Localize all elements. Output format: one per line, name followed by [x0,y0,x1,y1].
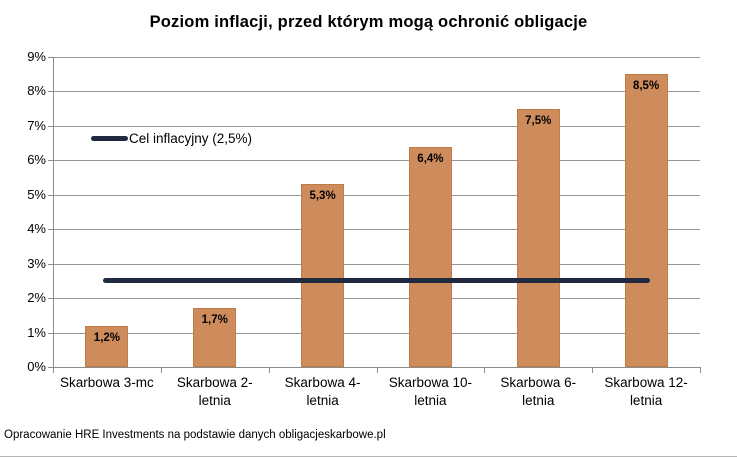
x-axis-tick [700,368,701,373]
bar: 1,7% [193,308,237,367]
y-axis-tick [48,367,53,368]
target-inflation-line [102,278,651,284]
y-axis-tick [48,263,53,265]
x-axis-tick [160,368,162,373]
x-axis-label: Skarbowa 6- letnia [480,374,596,410]
x-axis-label-line: letnia [522,393,555,408]
y-axis-label: 5% [27,186,46,202]
bar-value-label: 1,2% [93,331,121,344]
y-axis-tick [48,125,53,127]
y-axis-label: 1% [27,324,46,340]
x-axis-label: Skarbowa 2- letnia [157,374,273,410]
x-axis-tick [592,368,594,373]
y-axis-tick [48,298,53,300]
chart-title: Poziom inflacji, przed którym mogą ochro… [149,13,588,31]
bar-value-label: 8,5% [632,80,660,93]
legend-label: Cel inflacyjny (2,5%) [129,130,253,146]
x-axis-tick [268,368,270,373]
y-axis-tick [48,91,53,93]
legend: Cel inflacyjny (2,5%) [91,129,252,147]
x-axis-label: Skarbowa 10- letnia [372,374,488,410]
y-axis-label: 9% [27,49,46,64]
bar-value-label: 6,4% [417,152,444,165]
y-axis-tick [48,332,53,334]
x-axis-tick [484,368,486,373]
x-axis-label-line: Skarbowa 10- [388,375,473,390]
x-axis-label-line: letnia [306,393,339,408]
x-axis-tick [53,368,54,373]
bar-value-label: 1,7% [201,314,228,327]
gridline [53,298,700,300]
y-axis-label: 4% [27,221,46,237]
y-axis-label: 7% [27,117,46,133]
y-axis-label: 0% [27,359,46,374]
gridline [53,160,700,162]
x-axis-tick [376,368,378,373]
bar-value-label: 7,5% [525,114,552,127]
x-axis-label-line: Skarbowa 4- [284,375,361,390]
gridline [53,125,700,127]
gridline [53,263,700,265]
source-note: Opracowanie HRE Investments na podstawie… [4,429,386,441]
bar: 1,2% [85,325,129,367]
bar: 6,4% [408,146,452,367]
x-axis-label: Skarbowa 12- letnia [588,374,704,410]
bar: 5,3% [301,184,345,367]
y-axis-label: 8% [27,83,46,99]
y-axis-tick [48,229,53,231]
y-axis-label: 6% [27,152,46,168]
gridline [53,194,700,196]
bar: 8,5% [624,74,668,367]
bar: 7,5% [516,108,560,367]
legend-line-sample-icon [91,135,128,141]
x-axis-label: Skarbowa 4- letnia [265,374,381,410]
y-axis-tick [48,57,53,58]
x-axis-label-line: Skarbowa 2- [176,375,253,390]
y-axis-line [53,57,54,367]
gridline [53,91,700,93]
y-axis-tick [48,160,53,162]
x-axis-line [53,367,701,368]
y-axis-label: 3% [27,255,46,271]
x-axis-label-line: Skarbowa 6- [500,375,577,390]
gridline [53,332,700,334]
y-axis-label: 2% [27,290,46,306]
x-axis-label-line: Skarbowa 3-mc [60,375,154,390]
gridline [53,57,700,58]
x-axis-label-line: letnia [198,393,231,408]
x-axis-label-line: Skarbowa 12- [604,375,688,390]
x-axis-label-line: letnia [414,393,447,408]
bar-value-label: 5,3% [309,190,336,203]
y-axis-tick [48,194,53,196]
gridline [53,229,700,231]
x-axis-label: Skarbowa 3-mc [49,374,165,392]
x-axis-label-line: letnia [629,393,663,408]
